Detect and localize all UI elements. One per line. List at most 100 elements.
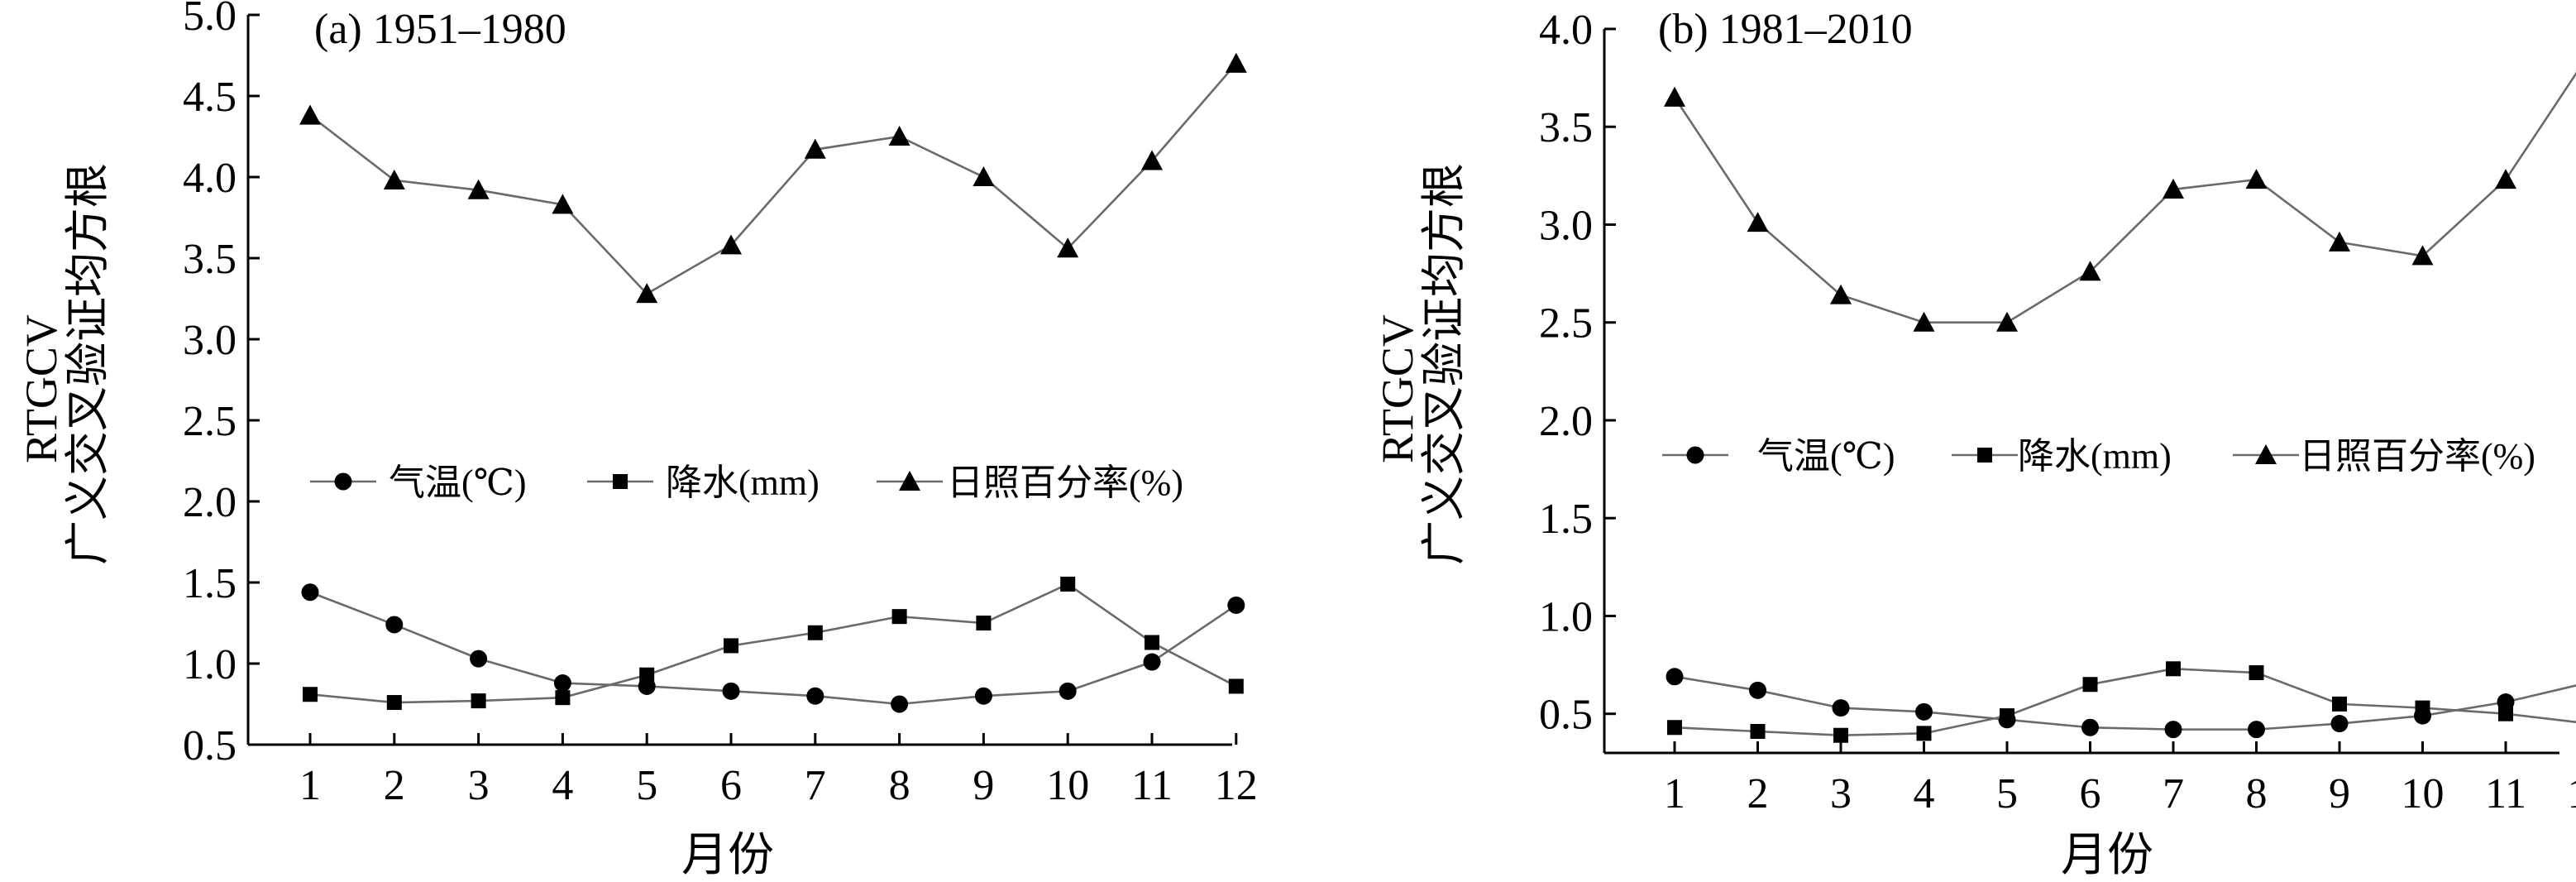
panel-a-legend-label: 降水(mm) (666, 463, 820, 503)
panel-a-point-circle (1227, 596, 1245, 614)
panel-b-legend-label: 日照百分率(%) (2299, 436, 2535, 477)
panel-a-x-tick-label: 4 (552, 762, 573, 809)
panel-a-legend-marker (613, 474, 628, 489)
panel-b-legend: 气温(℃) 降水(mm) 日照百分率(%) (1662, 436, 2535, 477)
panel-a-point-square (386, 695, 402, 711)
panel-b-y-tick-label: 4.0 (1539, 7, 1593, 54)
panel-b-series-line-square (1674, 668, 2576, 737)
panel-a-legend-label: 气温(℃) (389, 463, 527, 503)
panel-a-point-square (555, 690, 571, 706)
panel-a-x-tick-label: 9 (973, 762, 994, 809)
panel-b-x-tick-label: 1 (1664, 770, 1685, 817)
panel-b-legend-marker (1977, 448, 1992, 463)
panel-a-y-tick-label: 4.0 (183, 155, 237, 202)
panel-a-point-triangle (973, 166, 995, 187)
panel-a-point-square (1145, 635, 1159, 650)
panel-b-point-square (2082, 677, 2098, 693)
panel-a-point-circle (470, 650, 488, 668)
panel-a-xlabel: 月份 (681, 830, 774, 881)
panel-b-point-triangle (1830, 284, 1852, 304)
panel-a-x-tick-label: 10 (1046, 762, 1089, 809)
panel-b-y-tick-label: 2.5 (1539, 300, 1593, 348)
panel-b-x-tick-label: 3 (1830, 770, 1852, 817)
panel-a-x-tick-label: 8 (889, 762, 910, 809)
panel-b-point-circle (1832, 699, 1850, 717)
panel-b-legend-label: 气温(℃) (1757, 436, 1895, 477)
panel-a-chart: RTGCV 广义交叉验证均方根 (a) 1951–1980 月份 0.5 1.0 1… (17, 0, 1258, 881)
panel-b-y-tick-label: 1.0 (1539, 593, 1593, 640)
panel-b-series-line-triangle (1673, 71, 2576, 324)
panel-a-y-tick-label: 1.5 (183, 560, 237, 607)
panel-a-x-tick-label: 2 (384, 762, 405, 809)
panel-a-point-square (724, 638, 738, 654)
panel-b-x-tick-label: 6 (2080, 770, 2101, 817)
panel-b-y-tick-label: 2.0 (1539, 398, 1593, 445)
panel-b-x-tick-label: 2 (1747, 770, 1769, 817)
panel-b-point-triangle (1996, 311, 2018, 332)
panel-a-point-circle (891, 695, 909, 713)
panel-a-point-circle (1143, 653, 1161, 671)
panel-b-x-tick-label: 5 (1996, 770, 2018, 817)
panel-a-point-triangle (1225, 52, 1247, 73)
panel-b-legend-marker (2255, 444, 2277, 465)
panel-b-point-triangle (2329, 231, 2350, 252)
panel-a-series-line-square (309, 582, 1237, 704)
panel-a-point-triangle (552, 194, 574, 214)
panel-b-x-tick-label: 10 (2402, 770, 2445, 817)
panel-b-y-tick-label: 3.0 (1539, 202, 1593, 249)
panel-a-point-circle (553, 674, 571, 693)
panel-a-point-triangle (383, 169, 405, 189)
panel-b-y-tick-label: 3.5 (1539, 104, 1593, 151)
panel-b-point-triangle (1747, 212, 1769, 232)
panel-a-legend-label: 日照百分率(%) (947, 463, 1183, 503)
panel-a-point-circle (722, 682, 740, 700)
panel-a-point-triangle (1057, 237, 1079, 258)
panel-a-y-tick-label: 2.0 (183, 479, 237, 526)
panel-a-y-tick-label: 2.5 (183, 398, 237, 445)
panel-a-y-tick-label: 5.0 (183, 0, 237, 40)
panel-b-series-line-circle (1674, 675, 2576, 731)
panel-b-point-square (2498, 706, 2513, 721)
panel-b-point-square (2332, 696, 2347, 712)
panel-a-x-tick-label: 7 (805, 762, 826, 809)
panel-a-point-square (891, 609, 907, 625)
panel-a-point-circle (301, 583, 319, 602)
panel-b-ylabel-line2: 广义交叉验证均方根 (1419, 163, 1469, 565)
panel-a-point-triangle (804, 138, 826, 159)
panel-a-x-tick-label: 12 (1215, 762, 1258, 809)
panel-a-x-tick-label: 1 (299, 762, 321, 809)
panel-a-x-tick-label: 11 (1131, 762, 1173, 809)
panel-b-x-tick-label: 8 (2246, 770, 2268, 817)
panel-b-point-circle (2164, 721, 2182, 739)
panel-b-y-tick-label: 0.5 (1539, 692, 1593, 739)
panel-a-ylabel-line1: RTGCV (17, 314, 66, 463)
panel-b-point-circle (1915, 702, 1933, 721)
panel-a-x-tick-label: 5 (636, 762, 657, 809)
panel-b-point-triangle (1664, 86, 1685, 107)
panel-a-point-triangle (888, 126, 910, 146)
panel-a-series-line-triangle (309, 62, 1237, 295)
panel-b-ylabel-line1: RTGCV (1373, 314, 1422, 463)
panel-a-point-circle (385, 616, 404, 634)
panel-a-point-triangle (720, 234, 742, 255)
panel-a-point-square (1228, 678, 1244, 694)
panel-b-x-tick-label: 12 (2568, 770, 2576, 817)
panel-b-point-triangle (2411, 245, 2434, 266)
panel-b-x-tick-label: 11 (2485, 770, 2526, 817)
panel-a-point-triangle (1141, 150, 1163, 170)
panel-a-point-square (471, 693, 486, 709)
panel-b-point-square (2249, 665, 2264, 681)
panel-a-point-circle (974, 687, 992, 705)
panel-a-point-square (303, 687, 318, 702)
panel-b-point-circle (2248, 721, 2265, 739)
panel-a-point-circle (1059, 682, 1077, 700)
panel-a-y-tick-label: 3.5 (183, 236, 237, 283)
panel-a-y-tick-label: 1.0 (183, 641, 237, 688)
panel-b-y-tick-label: 1.5 (1539, 496, 1593, 543)
panel-a-point-triangle (636, 283, 658, 304)
panel-a-legend-marker (334, 472, 352, 491)
panel-b-legend-marker (1686, 446, 1704, 464)
panel-b-point-triangle (2163, 178, 2184, 199)
panel-b-point-square (1667, 720, 1682, 736)
